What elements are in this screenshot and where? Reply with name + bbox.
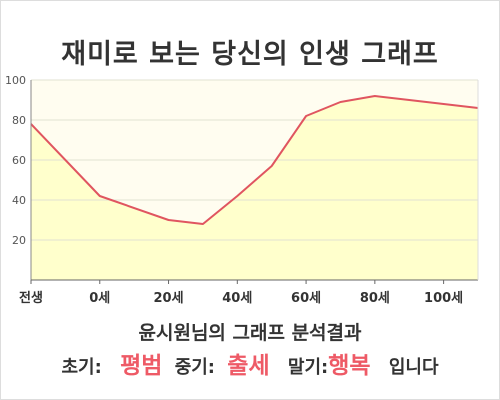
x-tick-label-6: 100세 xyxy=(424,291,463,306)
early-label: 초기: xyxy=(61,357,102,378)
series-line xyxy=(30,95,479,225)
analysis-heading: 윤시원님의 그래프 분석결과 xyxy=(138,322,362,344)
y-tick-label-60: 60 xyxy=(12,154,26,167)
y-tick-label-100: 100 xyxy=(5,74,26,87)
y-tick-label-40: 40 xyxy=(12,194,26,207)
y-tick-label-20: 20 xyxy=(12,234,26,247)
late-value: 행복 xyxy=(328,353,371,379)
late-label: 말기: xyxy=(287,357,329,378)
x-tick-label-2: 20세 xyxy=(154,291,184,306)
middle-value: 출세 xyxy=(227,353,270,379)
x-tick-label-5: 80세 xyxy=(360,291,390,306)
early-value: 평범 xyxy=(120,353,163,379)
analysis-summary: 초기: 평범 중기: 출세 말기:행복 입니다 xyxy=(0,346,500,380)
area-fill xyxy=(31,96,478,280)
page-title: 재미로 보는 당신의 인생 그래프 xyxy=(61,39,439,70)
middle-label: 중기: xyxy=(174,357,216,378)
x-tick-label-4: 60세 xyxy=(291,291,321,306)
x-tick-label-0: 전생 xyxy=(19,290,43,306)
x-tick-label-1: 0세 xyxy=(89,291,110,306)
summary-suffix: 입니다 xyxy=(388,357,439,378)
x-tick-label-3: 40세 xyxy=(222,291,252,306)
y-tick-label-80: 80 xyxy=(12,114,26,127)
